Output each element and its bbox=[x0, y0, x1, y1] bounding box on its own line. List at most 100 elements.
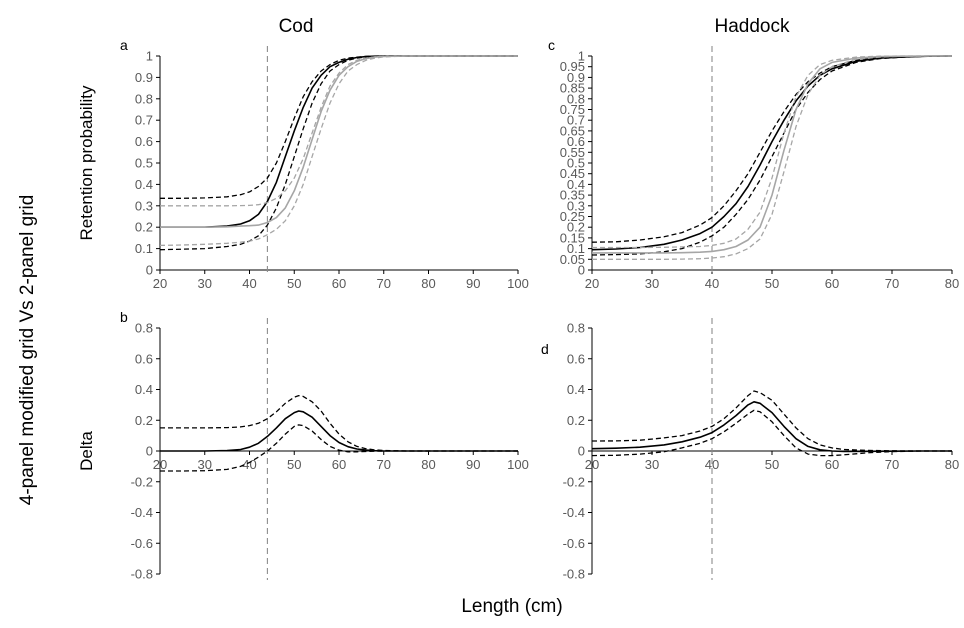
x-tick-label: 30 bbox=[198, 457, 212, 472]
y-axis-title: Retention probability bbox=[77, 85, 96, 240]
series-line-black-dashed bbox=[591, 55, 953, 243]
x-tick-label: 50 bbox=[287, 276, 301, 291]
y-tick-label: 0.95 bbox=[560, 59, 585, 74]
y-tick-label: 0.8 bbox=[567, 91, 585, 106]
y-axis-title: Delta bbox=[77, 431, 96, 471]
x-tick-label: 70 bbox=[885, 276, 899, 291]
x-tick-label: 100 bbox=[507, 457, 529, 472]
x-tick-label: 90 bbox=[466, 457, 480, 472]
y-tick-label: 0.45 bbox=[560, 166, 585, 181]
x-tick-label: 80 bbox=[421, 276, 435, 291]
y-tick-label: 0.9 bbox=[135, 70, 153, 85]
y-tick-label: 0.65 bbox=[560, 123, 585, 138]
series-line-gray-dashed bbox=[592, 55, 952, 249]
y-tick-label: 0.2 bbox=[135, 413, 153, 428]
y-tick-label: 0.6 bbox=[567, 134, 585, 149]
series-line-gray-solid bbox=[592, 55, 952, 254]
x-tick-label: 70 bbox=[377, 276, 391, 291]
y-tick-label: 0.7 bbox=[135, 113, 153, 128]
panel-c-haddock-retention: 00.050.10.150.20.250.30.350.40.450.50.55… bbox=[548, 37, 959, 291]
x-tick-label: 80 bbox=[421, 457, 435, 472]
y-tick-label: 0 bbox=[578, 263, 585, 278]
y-tick-label: -0.6 bbox=[563, 536, 585, 551]
y-tick-label: 0.8 bbox=[135, 321, 153, 336]
y-tick-label: 0.4 bbox=[567, 177, 585, 192]
y-tick-label: -0.6 bbox=[131, 536, 153, 551]
x-tick-label: 20 bbox=[153, 457, 167, 472]
series-line-black-solid bbox=[591, 400, 952, 453]
x-tick-label: 80 bbox=[945, 276, 959, 291]
x-tick-label: 20 bbox=[585, 457, 599, 472]
y-tick-label: 0.6 bbox=[135, 134, 153, 149]
y-tick-label: -0.8 bbox=[131, 567, 153, 582]
y-tick-label: 1 bbox=[146, 49, 153, 64]
y-tick-label: 0.3 bbox=[567, 198, 585, 213]
series-line-black-solid bbox=[591, 55, 953, 251]
x-tick-label: 30 bbox=[645, 457, 659, 472]
series-line-gray-dashed bbox=[159, 55, 518, 247]
y-tick-label: 0.7 bbox=[567, 113, 585, 128]
panel-label: a bbox=[120, 37, 128, 53]
x-tick-label: 50 bbox=[765, 457, 779, 472]
series-line-gray-dashed bbox=[592, 55, 952, 260]
y-tick-label: 0.8 bbox=[567, 321, 585, 336]
panel-label: d bbox=[541, 341, 549, 357]
x-tick-label: 20 bbox=[585, 276, 599, 291]
y-tick-label: 0.3 bbox=[135, 198, 153, 213]
x-tick-label: 30 bbox=[645, 276, 659, 291]
y-tick-label: 0.9 bbox=[567, 70, 585, 85]
panel-a-cod-retention: 0 0.1 0.2 0.3 0.4 0.5 0.6 0.7 0.8 0.9 1 20 30 40 50 60 7… bbox=[77, 37, 529, 291]
x-tick-label: 60 bbox=[825, 276, 839, 291]
y-tick-label: 0.55 bbox=[560, 145, 585, 160]
x-tick-label: 30 bbox=[198, 276, 212, 291]
column-title-haddock: Haddock bbox=[715, 16, 790, 37]
series-line-black-dashed bbox=[591, 409, 952, 457]
x-tick-label: 40 bbox=[705, 457, 719, 472]
x-tick-label: 100 bbox=[507, 276, 529, 291]
x-tick-label: 40 bbox=[705, 276, 719, 291]
y-tick-label: 0.4 bbox=[135, 382, 153, 397]
y-tick-label: 0.1 bbox=[567, 241, 585, 256]
series-line-black-dashed bbox=[159, 55, 518, 251]
panel-b-cod-delta: -0.8 -0.6 -0.4 -0.2 0 0.2 0.4 0.6 0.8 20 30 40 50 60 7… bbox=[77, 309, 529, 582]
panel-d-haddock-delta: -0.8 -0.6 -0.4 -0.2 0 0.2 0.4 0.6 0.8 20 30 40 50 60 7… bbox=[541, 318, 959, 582]
x-tick-label: 60 bbox=[332, 276, 346, 291]
y-tick-label: 0.85 bbox=[560, 81, 585, 96]
panel-label: c bbox=[548, 37, 555, 53]
x-tick-label: 60 bbox=[825, 457, 839, 472]
y-tick-label: -0.8 bbox=[563, 567, 585, 582]
x-tick-label: 40 bbox=[242, 457, 256, 472]
x-tick-label: 70 bbox=[885, 457, 899, 472]
series-line-black-solid bbox=[160, 55, 518, 228]
y-tick-label: 0.2 bbox=[135, 220, 153, 235]
y-tick-label: 0.6 bbox=[135, 351, 153, 366]
y-tick-label: 0.5 bbox=[135, 156, 153, 171]
x-tick-label: 20 bbox=[153, 276, 167, 291]
column-title-cod: Cod bbox=[279, 16, 314, 37]
x-tick-label: 70 bbox=[377, 457, 391, 472]
y-tick-label: 0.4 bbox=[135, 177, 153, 192]
x-tick-label: 60 bbox=[332, 457, 346, 472]
series-line-black-dashed bbox=[591, 390, 952, 452]
y-tick-label: 0 bbox=[146, 263, 153, 278]
x-axis-label: Length (cm) bbox=[461, 596, 562, 617]
y-tick-label: 0.25 bbox=[560, 209, 585, 224]
y-tick-label: 0.2 bbox=[567, 220, 585, 235]
y-tick-label: -0.2 bbox=[563, 474, 585, 489]
series-line-black-dashed bbox=[160, 424, 518, 472]
x-tick-label: 90 bbox=[466, 276, 480, 291]
figure-side-label: 4-panel modified grid Vs 2-panel grid bbox=[17, 195, 38, 506]
y-tick-label: 0.8 bbox=[135, 91, 153, 106]
series-line-gray-dashed bbox=[160, 55, 518, 207]
y-tick-label: 0 bbox=[578, 444, 585, 459]
y-tick-label: 0.5 bbox=[567, 156, 585, 171]
x-tick-label: 40 bbox=[242, 276, 256, 291]
y-tick-label: 0.4 bbox=[567, 382, 585, 397]
y-tick-label: 1 bbox=[578, 49, 585, 64]
x-tick-label: 50 bbox=[287, 457, 301, 472]
y-tick-label: 0.05 bbox=[560, 252, 585, 267]
y-tick-label: 0.35 bbox=[560, 188, 585, 203]
y-tick-label: -0.4 bbox=[131, 505, 153, 520]
y-tick-label: 0.75 bbox=[560, 102, 585, 117]
